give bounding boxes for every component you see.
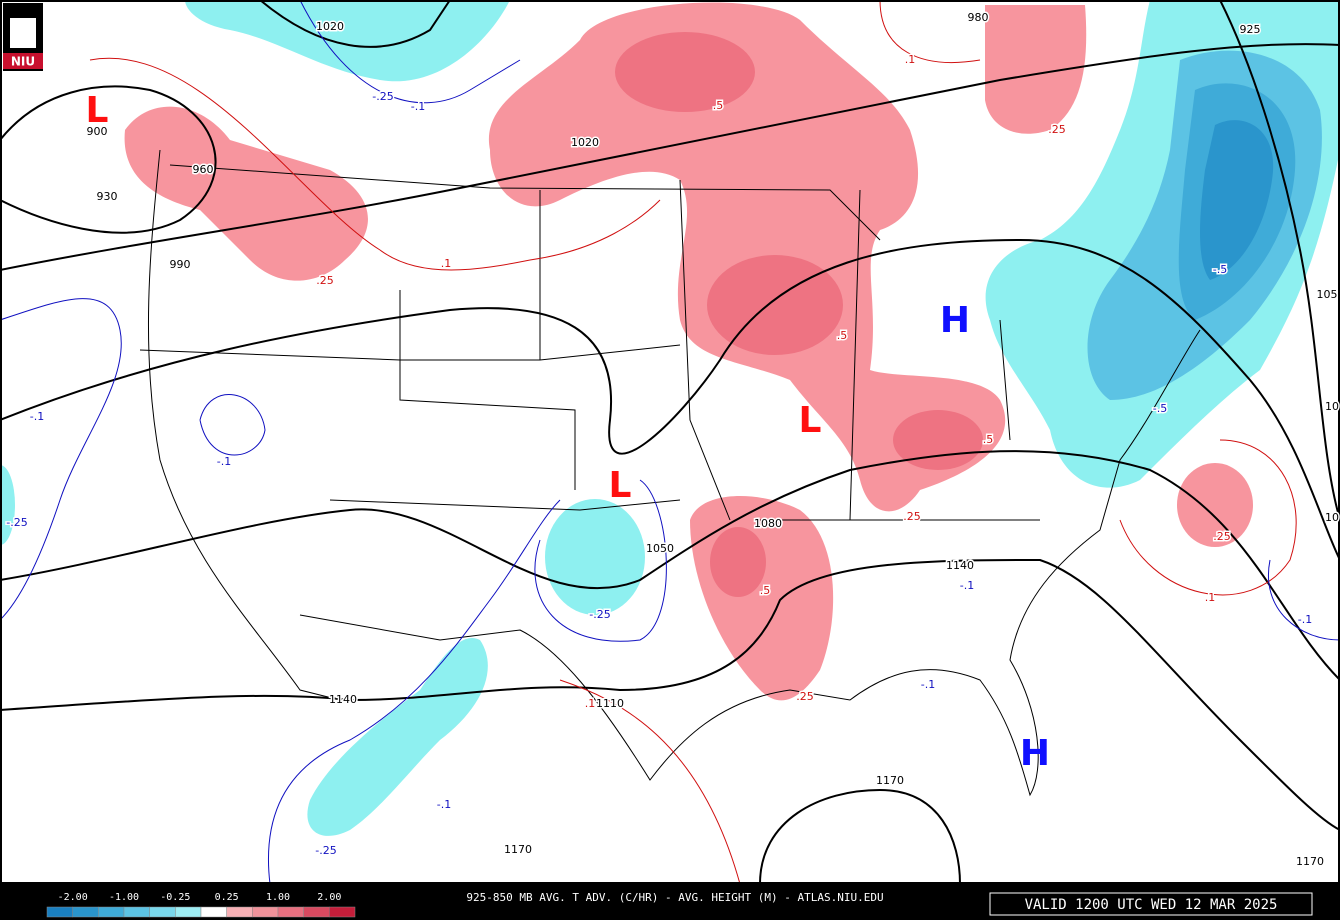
legend-swatch [303,906,330,918]
cold-advection-label: -.25 [315,844,336,857]
legend: -2.00 -1.00 -0.25 0.25 1.00 2.00 [46,892,356,918]
warm-advection-label: .1 [441,257,452,270]
legend-swatch [252,906,279,918]
height-label: 1110 [596,697,624,710]
low-pressure-center: L [799,400,822,441]
high-pressure-center: H [1020,733,1050,774]
valid-time: VALID 1200 UTC WED 12 MAR 2025 [1025,897,1278,913]
warm-advection-label: .5 [760,584,771,597]
legend-label: 0.25 [215,892,239,903]
warm-advection-label: .25 [316,274,334,287]
legend-swatch [72,906,99,918]
height-label: 930 [97,190,118,203]
cold-advection-label: -.1 [960,579,974,592]
legend-swatch [226,906,253,918]
height-contours [0,0,1340,885]
cold-advection-label: -.5 [1153,402,1167,415]
height-label: 900 [87,125,108,138]
cold-advection-label: -.1 [411,100,425,113]
cold-advection-label: -.5 [1213,263,1227,276]
height-label: 960 [193,163,214,176]
height-label: 1170 [876,774,904,787]
legend-swatch [149,906,176,918]
height-label: 1170 [1296,855,1324,868]
height-label: 980 [968,11,989,24]
height-label: 1080 [754,517,782,530]
legend-label: 1.00 [266,892,290,903]
height-label: 990 [170,258,191,271]
legend-swatch [98,906,125,918]
warm-advection-label: .25 [1048,123,1066,136]
warm-advection-label: .5 [713,99,724,112]
low-pressure-center: L [86,90,109,131]
warm-advection-label: .1 [905,53,916,66]
height-label: 1140 [329,693,357,706]
warm-advection-label: .5 [983,433,994,446]
logo: NIU [3,3,43,71]
cold-advection-label: -.25 [372,90,393,103]
cold-advection-label: -.25 [589,608,610,621]
height-label: 1050 [646,542,674,555]
legend-swatch [200,906,227,918]
footer-title: 925-850 MB AVG. T ADV. (C/HR) - AVG. HEI… [466,891,883,904]
cold-advection-label: -.1 [921,678,935,691]
height-label: 1140 [946,559,974,572]
legend-swatch [123,906,150,918]
warm-advection-label: .25 [903,510,921,523]
legend-label: -0.25 [160,892,190,903]
legend-label: -2.00 [58,892,88,903]
height-label: 1020 [316,20,344,33]
cold-advection-label: -.25 [6,516,27,529]
legend-swatch [46,906,73,918]
high-pressure-center: H [940,300,970,341]
height-label: 1170 [504,843,532,856]
legend-swatch [277,906,304,918]
warm-advection-label: .25 [796,690,814,703]
warm-advection-label: .5 [837,329,848,342]
advection-contours [0,0,1340,885]
logo-text: NIU [11,55,35,69]
height-label: 925 [1240,23,1261,36]
warm-advection-shading [124,2,1253,701]
warm-advection-label: .25 [1213,530,1231,543]
warm-advection-label: .1 [1205,591,1216,604]
height-label: 105 [1317,288,1338,301]
height-label: 1020 [571,136,599,149]
cold-advection-shading [0,0,1340,836]
legend-label: 2.00 [317,892,341,903]
valid-box [989,892,1313,916]
low-pressure-center: L [609,465,632,506]
cold-advection-label: -.1 [437,798,451,811]
cold-advection-label: -.1 [217,455,231,468]
height-label: 10 [1325,511,1339,524]
map-frame [0,0,1340,884]
borders [139,149,1201,797]
legend-swatch [175,906,202,918]
legend-label: -1.00 [109,892,139,903]
map-labels: 1020 900 930 960 990 1020 1050 1080 1110 1140 1140… [5,10,1340,870]
cold-advection-label: -.1 [30,410,44,423]
warm-advection-label: .1 [585,697,596,710]
legend-swatch [329,906,356,918]
height-label: 10 [1325,400,1339,413]
cold-advection-label: -.1 [1298,613,1312,626]
